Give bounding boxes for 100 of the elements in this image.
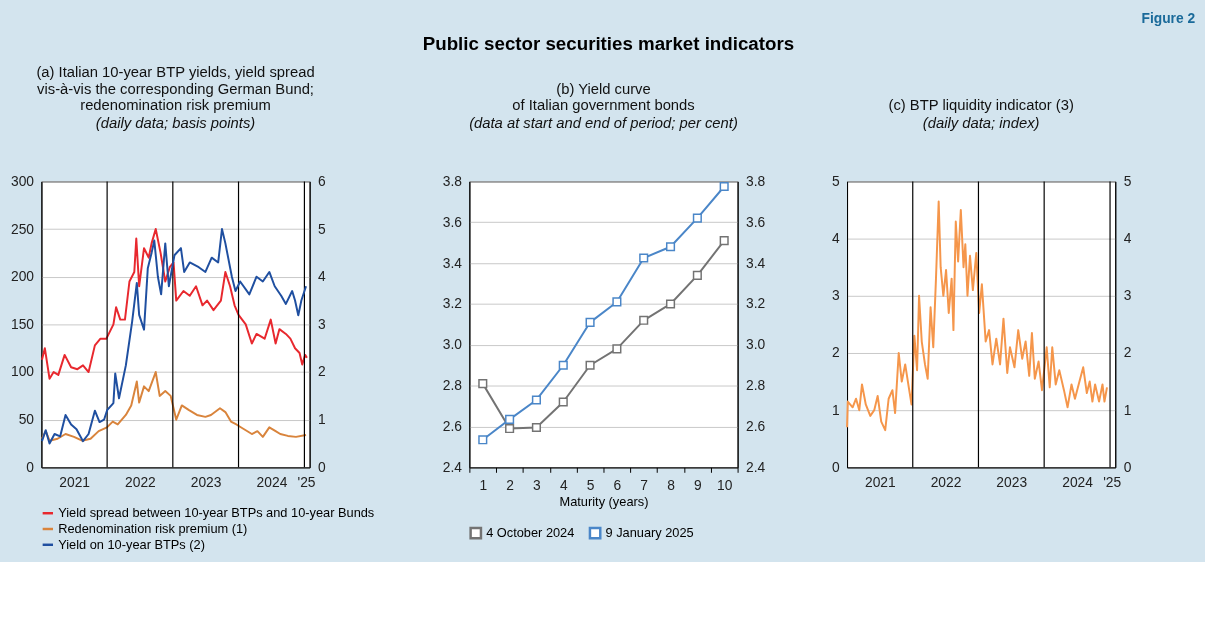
y2-tick-label: 0 — [318, 459, 327, 475]
chart-title: (c) BTP liquidity indicator (3) — [888, 97, 1074, 114]
y-tick-label: 2.6 — [442, 418, 463, 434]
point — [665, 242, 676, 252]
caption: Figure 2 — [1141, 10, 1196, 26]
point — [585, 360, 595, 370]
y2-tick-label: 1 — [1123, 402, 1132, 418]
chart-title: (a) Italian 10-year BTP yields, yield spread vis-à-vis the corresponding German Bund; redenomination risk premium — [36, 63, 315, 114]
y2-tick-label: 1 — [318, 412, 326, 428]
x-tick-label: 2022 — [930, 474, 962, 490]
y2-tick-label: 2 — [318, 364, 326, 380]
point — [505, 424, 515, 434]
x-tick-label: 4 — [559, 477, 568, 493]
chart-title: (b) Yield curve of Italian government bonds — [512, 80, 695, 114]
y-tick-label: 3.6 — [442, 214, 463, 230]
y-tick-label: 200 — [10, 269, 35, 285]
line-series — [846, 200, 1108, 432]
point — [639, 253, 649, 263]
x-tick-label: 2 — [506, 477, 514, 493]
point — [719, 181, 729, 192]
point — [531, 395, 541, 405]
y-tick-label: 2.8 — [442, 378, 463, 394]
y2-tick-label: 3 — [1123, 288, 1132, 304]
x-tick-label: 5 — [586, 477, 595, 493]
y-tick-label: 2.4 — [442, 459, 463, 475]
point — [692, 213, 702, 223]
y2-tick-label: 3.2 — [745, 296, 766, 312]
y-tick-label: 50 — [18, 412, 35, 428]
point — [665, 299, 676, 309]
y2-tick-label: 3 — [318, 316, 327, 332]
point — [719, 236, 729, 246]
legend-label: 9 January 2025 — [605, 525, 694, 541]
x-axis-title: Maturity (years) — [559, 494, 649, 510]
y-tick-label: 2 — [831, 345, 840, 361]
x-tick-label: 2024 — [1062, 474, 1094, 490]
y2-tick-label: 5 — [1123, 173, 1132, 189]
point — [612, 344, 622, 354]
line-series — [40, 228, 308, 380]
y-tick-label: 0 — [26, 459, 35, 475]
chart-subtitle: (data at start and end of period; per cent) — [469, 115, 738, 132]
legend-label: Redenomination risk premium (1) — [58, 520, 248, 536]
y-tick-label: 5 — [831, 173, 840, 189]
y2-tick-label: 3.0 — [745, 337, 766, 353]
chart-subtitle: (daily data; index) — [922, 115, 1040, 132]
x-tick-label: 2021 — [864, 474, 896, 490]
x-tick-label: 2023 — [190, 474, 222, 490]
point — [639, 315, 649, 325]
point — [531, 422, 541, 433]
x-tick-label: 2024 — [256, 474, 288, 490]
x-tick-label: 8 — [667, 477, 676, 493]
point — [612, 297, 622, 307]
x-tick-label: '25 — [297, 474, 316, 490]
y-tick-label: 300 — [10, 173, 35, 189]
point — [558, 397, 568, 407]
y-tick-label: 3.4 — [442, 255, 463, 271]
y-tick-label: 0 — [831, 459, 840, 475]
x-tick-label: 6 — [613, 477, 622, 493]
y-tick-label: 100 — [10, 364, 35, 380]
line-series — [40, 371, 308, 442]
y2-tick-label: 5 — [318, 221, 327, 237]
y-tick-label: 1 — [831, 402, 840, 418]
y2-tick-label: 3.6 — [745, 214, 766, 230]
legend-label: Yield on 10-year BTPs (2) — [58, 536, 205, 552]
chart-subtitle: (daily data; basis points) — [95, 115, 256, 132]
y2-tick-label: 2.6 — [745, 418, 766, 434]
point — [585, 317, 595, 327]
x-tick-label: 3 — [533, 477, 542, 493]
y2-tick-label: 2 — [1123, 345, 1132, 361]
y-tick-label: 3.8 — [442, 173, 463, 189]
x-tick-label: 10 — [717, 477, 733, 493]
y2-tick-label: 4 — [318, 269, 327, 285]
y-tick-label: 3 — [831, 288, 840, 304]
point — [478, 435, 488, 445]
y2-tick-label: 6 — [318, 173, 327, 189]
y2-tick-label: 2.4 — [745, 459, 766, 475]
x-tick-label: 9 — [694, 477, 703, 493]
legend-label: Yield spread between 10-year BTPs and 10-year Bunds — [58, 505, 375, 521]
y2-tick-label: 0 — [1123, 459, 1132, 475]
x-tick-label: 2022 — [125, 474, 156, 490]
y2-tick-label: 2.8 — [745, 378, 766, 394]
y-tick-label: 150 — [10, 316, 35, 332]
point — [692, 270, 702, 280]
point — [505, 414, 515, 424]
x-tick-label: 2023 — [996, 474, 1028, 490]
y2-tick-label: 3.8 — [745, 173, 766, 189]
x-tick-label: 7 — [640, 477, 649, 493]
legend-label: 4 October 2024 — [486, 525, 575, 541]
x-tick-label: 2021 — [59, 474, 91, 490]
y2-tick-label: 4 — [1123, 231, 1132, 247]
y-tick-label: 4 — [831, 231, 840, 247]
x-tick-label: '25 — [1103, 474, 1122, 490]
line-series — [40, 228, 308, 445]
point — [558, 360, 568, 370]
y-tick-label: 3.0 — [442, 337, 463, 353]
y2-tick-label: 3.4 — [745, 255, 766, 271]
point — [478, 379, 488, 389]
text: Public sector securities market indicators — [422, 33, 795, 55]
x-tick-label: 1 — [479, 477, 488, 493]
y-tick-label: 3.2 — [442, 296, 462, 312]
y-tick-label: 250 — [10, 221, 35, 237]
